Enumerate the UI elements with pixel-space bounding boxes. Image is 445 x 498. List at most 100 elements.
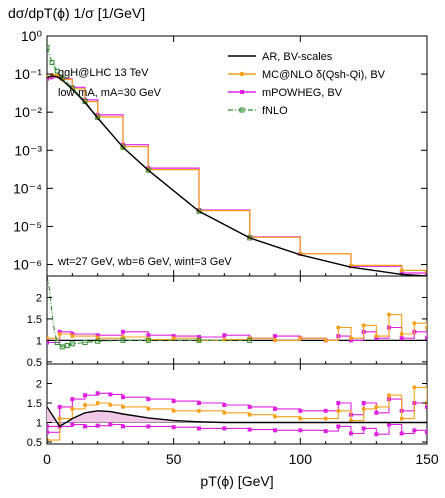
main-point-fnlo — [49, 60, 55, 66]
ratio2-point-mcnlo — [57, 416, 62, 421]
main-point-fnlo — [145, 167, 151, 173]
ratio2-point-powheg-lower — [387, 422, 391, 427]
ratio1-series-mcnlo — [47, 314, 427, 341]
x-tick-label: 0 — [43, 451, 51, 467]
ratio1-point-mcnlo — [273, 338, 277, 343]
ratio1-point-fnlo — [59, 344, 65, 350]
ratio2-point-powheg — [57, 404, 62, 409]
ratio2-y-tick-label: 1 — [36, 418, 42, 430]
main-point-powheg — [399, 270, 404, 275]
ratio2-point-mcnlo — [83, 402, 87, 407]
ratio2-point-powheg — [95, 391, 100, 396]
ratio2-point-powheg — [121, 395, 125, 400]
ratio2-point-powheg-lower — [146, 424, 151, 429]
ratio1-point-mcnlo — [222, 337, 227, 342]
main-point-fnlo — [54, 68, 60, 74]
ratio1-point-mcnlo — [399, 331, 404, 336]
y-tick-label: 10⁻² — [14, 104, 42, 120]
ratio1-point-mcnlo — [323, 338, 328, 343]
ratio2-point-mcnlo — [399, 416, 404, 421]
ratio2-point-powheg — [83, 393, 87, 398]
y-tick-label: 10⁻⁶ — [13, 257, 42, 273]
ratio1-point-powheg — [273, 334, 277, 339]
ratio1-point-mcnlo — [70, 334, 75, 339]
ratio1-point-fnlo — [64, 343, 70, 349]
ratio2-point-mcnlo — [70, 406, 75, 411]
ratio2-plot-area — [47, 385, 427, 443]
ratio1-point-mcnlo — [387, 312, 391, 317]
ratio2-point-mcnlo — [108, 402, 113, 407]
ratio1-y-tick-label: 1.5 — [27, 314, 42, 326]
ratio1-point-powheg — [171, 334, 176, 339]
ratio2-point-powheg — [323, 408, 328, 413]
ratio2-point-powheg-lower — [171, 425, 176, 430]
ratio1-point-powheg — [95, 333, 100, 338]
ratio2-point-powheg — [197, 401, 201, 406]
widths-label: wt=27 GeV, wb=6 GeV, wint=3 GeV — [57, 256, 232, 268]
ratio2-point-powheg — [298, 408, 303, 413]
ratio1-point-mcnlo — [57, 331, 62, 336]
ratio1-point-mcnlo — [298, 336, 303, 341]
ratio2-point-powheg-lower — [197, 426, 201, 431]
ratio1-point-powheg — [349, 338, 353, 343]
legend-marker-fnlo — [239, 107, 245, 113]
ratio2-point-powheg-lower — [374, 432, 379, 437]
y-tick-label: 10⁻⁴ — [13, 180, 42, 196]
ratio2-point-powheg-lower — [273, 428, 277, 433]
main-plot-area — [47, 44, 427, 276]
ratio1-point-powheg — [222, 333, 227, 338]
ratio1-point-mcnlo — [361, 323, 366, 328]
x-tick-label: 50 — [166, 451, 182, 467]
ratio1-point-fnlo — [95, 338, 101, 344]
mass-label: low-mA, mA=30 GeV — [58, 87, 162, 99]
y-tick-label: 10⁻⁵ — [13, 218, 42, 234]
ratio1-point-powheg — [146, 333, 151, 338]
ratio2-point-powheg-lower — [70, 422, 75, 427]
x-tick-label: 100 — [289, 451, 313, 467]
legend-entry-powheg: mPOWHEG, BV — [262, 87, 343, 99]
x-tick-label: 150 — [415, 451, 439, 467]
ratio1-point-fnlo — [82, 340, 88, 346]
main-point-fnlo — [120, 144, 126, 150]
main-point-mcnlo — [399, 268, 404, 273]
ratio1-point-powheg — [425, 336, 427, 341]
ratio2-y-tick-label: 0.5 — [27, 437, 42, 449]
ratio2-point-powheg — [171, 399, 176, 404]
ratio2-point-mcnlo — [197, 408, 201, 413]
ratio2-point-powheg — [70, 397, 75, 402]
ratio2-point-mcnlo — [273, 414, 277, 419]
legend-entry-ar: AR, BV-scales — [262, 51, 333, 63]
main-point-fnlo — [47, 44, 50, 50]
ratio1-point-fnlo — [120, 337, 126, 343]
y-tick-label: 10⁰ — [21, 28, 43, 44]
axes: 0 50 100 150 10⁰ 10⁻¹ 10⁻² 10⁻³ 10⁻⁴ 10⁻⁵ 10⁻⁶ 0.5 1… — [13, 28, 439, 467]
ratio1-panel-frame — [46, 275, 428, 365]
ratio1-point-mcnlo — [349, 336, 353, 341]
ratio2-point-mcnlo — [387, 393, 391, 398]
ratio2-y-tick-label: 1.5 — [27, 398, 42, 410]
ratio2-point-mcnlo — [121, 404, 125, 409]
y-tick-label: 10⁻³ — [14, 142, 42, 158]
ratio2-point-mcnlo — [374, 404, 379, 409]
ratio2-panel-frame — [46, 363, 428, 445]
ratio1-plot-area — [47, 276, 427, 350]
ratio2-point-powheg — [425, 404, 427, 409]
ratio2-point-powheg — [47, 424, 49, 429]
ratio1-y-tick-label: 0.5 — [27, 357, 42, 369]
main-series-powheg — [47, 75, 427, 275]
ratio1-point-fnlo — [247, 337, 253, 343]
ratio2-series-powheg-lower — [47, 423, 427, 435]
ratio1-point-fnlo — [69, 341, 75, 347]
ratio2-point-powheg-lower — [399, 431, 404, 436]
ratio2-point-mcnlo — [336, 408, 341, 413]
ratio2-point-powheg-lower — [361, 426, 366, 431]
ratio2-point-powheg — [336, 401, 341, 406]
ratio2-point-mcnlo — [412, 385, 417, 390]
main-point-fnlo — [196, 208, 202, 214]
ratio2-point-mcnlo — [95, 401, 100, 406]
ratio2-point-mcnlo — [146, 406, 151, 411]
x-axis-label: pT(ϕ) [GeV] — [200, 473, 273, 489]
ratio2-point-powheg — [247, 404, 252, 409]
ratio1-point-mcnlo — [412, 321, 417, 326]
